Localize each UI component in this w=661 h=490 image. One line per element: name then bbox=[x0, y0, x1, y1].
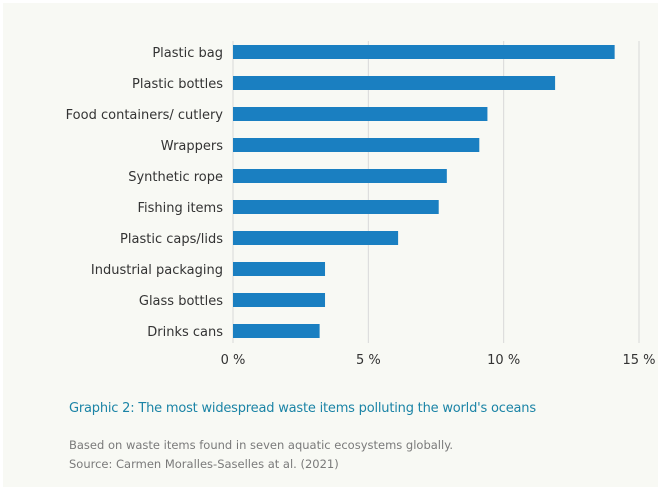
category-label: Food containers/ cutlery bbox=[66, 108, 224, 123]
x-tick-label: 10 % bbox=[487, 353, 520, 368]
x-axis-ticks: 0 % 5 % 10 % 15 % bbox=[221, 353, 656, 368]
bars bbox=[233, 45, 615, 338]
x-tick-label: 15 % bbox=[622, 353, 655, 368]
bar bbox=[233, 107, 488, 121]
gridlines bbox=[232, 41, 640, 343]
bar bbox=[233, 200, 439, 214]
bar bbox=[233, 45, 615, 59]
category-label: Plastic bag bbox=[152, 46, 223, 61]
chart-caption: Graphic 2: The most widespread waste ite… bbox=[69, 401, 536, 416]
bar bbox=[233, 76, 556, 90]
category-label: Plastic caps/lids bbox=[120, 232, 223, 247]
bar bbox=[233, 169, 447, 183]
chart-card: Plastic bag Plastic bottles Food container… bbox=[3, 3, 658, 487]
note-source: Source: Carmen Moralles-Saselles at al. … bbox=[69, 457, 339, 471]
category-labels: Plastic bag Plastic bottles Food container… bbox=[66, 46, 224, 340]
x-tick-label: 5 % bbox=[356, 353, 381, 368]
bar bbox=[233, 293, 326, 307]
bar bbox=[233, 138, 480, 152]
x-tick-label: 0 % bbox=[221, 353, 246, 368]
category-label: Drinks cans bbox=[147, 325, 223, 340]
note-scope: Based on waste items found in seven aqua… bbox=[69, 438, 454, 452]
category-label: Wrappers bbox=[161, 139, 223, 154]
category-label: Industrial packaging bbox=[91, 263, 223, 278]
bar bbox=[233, 262, 326, 276]
category-label: Plastic bottles bbox=[132, 77, 223, 92]
bar-chart: Plastic bag Plastic bottles Food container… bbox=[66, 41, 656, 368]
bar bbox=[233, 231, 399, 245]
category-label: Synthetic rope bbox=[128, 170, 223, 185]
category-label: Glass bottles bbox=[139, 294, 223, 309]
category-label: Fishing items bbox=[137, 201, 223, 216]
bar bbox=[233, 324, 320, 338]
